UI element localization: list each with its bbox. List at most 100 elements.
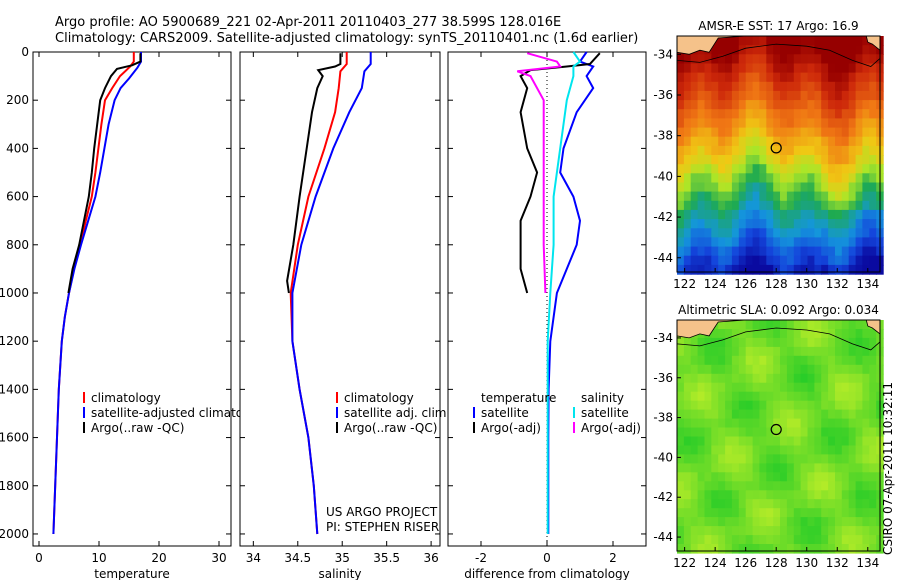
map-cell bbox=[835, 481, 843, 491]
x-tick-label: 2 bbox=[609, 551, 617, 565]
map-cell bbox=[718, 373, 726, 384]
map-cell bbox=[814, 45, 822, 55]
x-tick-label: 126 bbox=[734, 277, 757, 291]
map-cell bbox=[862, 463, 870, 473]
map-cell bbox=[869, 337, 877, 348]
map-cell bbox=[759, 346, 767, 357]
map-cell bbox=[738, 329, 747, 339]
map-cell bbox=[697, 145, 706, 156]
map-cell bbox=[731, 155, 740, 165]
map-cell bbox=[835, 45, 843, 55]
map-cell bbox=[821, 346, 829, 357]
map-cell bbox=[814, 100, 822, 110]
map-cell bbox=[711, 182, 719, 193]
series-line-argo-raw-qc- bbox=[67, 53, 142, 294]
map-cell bbox=[759, 418, 767, 429]
map-cell bbox=[807, 472, 815, 482]
map-cell bbox=[835, 329, 843, 339]
map-cell bbox=[786, 329, 795, 339]
map-cell bbox=[725, 400, 733, 411]
map-cell bbox=[793, 255, 802, 266]
map-cell bbox=[780, 427, 788, 438]
map-cell bbox=[814, 136, 822, 147]
map-cell bbox=[855, 472, 864, 482]
map-cell bbox=[697, 427, 706, 438]
map-cell bbox=[862, 481, 870, 491]
map-cell bbox=[718, 127, 726, 138]
map-cell bbox=[821, 191, 829, 202]
map-cell bbox=[814, 481, 822, 491]
map-cell bbox=[731, 136, 740, 147]
map-cell bbox=[855, 155, 864, 165]
map-cell bbox=[869, 490, 877, 500]
map-cell bbox=[835, 136, 843, 147]
map-cell bbox=[704, 445, 712, 456]
map-cell bbox=[786, 127, 795, 138]
map-cell bbox=[821, 329, 829, 339]
map-cell bbox=[677, 136, 685, 147]
map-cell bbox=[793, 400, 802, 411]
map-cell bbox=[848, 454, 857, 464]
map-cell bbox=[704, 463, 712, 473]
map-cell bbox=[828, 191, 836, 202]
map-cell bbox=[800, 36, 809, 46]
map-cell bbox=[800, 100, 809, 110]
map-cell bbox=[738, 237, 747, 248]
map-cell bbox=[773, 508, 781, 518]
map-cell bbox=[807, 535, 815, 545]
map-cell bbox=[759, 145, 767, 156]
map-cell bbox=[821, 155, 829, 165]
map-cell bbox=[718, 228, 726, 239]
map-cell bbox=[848, 228, 857, 239]
map-cell bbox=[821, 499, 829, 509]
map-cell bbox=[683, 445, 692, 456]
map-cell bbox=[690, 418, 699, 429]
map-cell bbox=[731, 400, 740, 411]
map-cell bbox=[766, 427, 774, 438]
map-cell bbox=[848, 535, 857, 545]
map-cell bbox=[725, 191, 733, 202]
map-cell bbox=[821, 373, 829, 384]
map-cell bbox=[835, 164, 843, 174]
map-cell bbox=[677, 173, 685, 184]
map-cell bbox=[752, 463, 761, 473]
map-cell bbox=[828, 136, 836, 147]
map-cell bbox=[869, 264, 877, 275]
map-cell bbox=[848, 255, 857, 266]
map-cell bbox=[835, 346, 843, 357]
map-cell bbox=[848, 472, 857, 482]
map-cell bbox=[690, 517, 699, 527]
map-cell bbox=[835, 145, 843, 156]
map-cell bbox=[697, 246, 706, 257]
map-cell bbox=[869, 418, 877, 429]
map-cell bbox=[718, 209, 726, 220]
map-cell bbox=[738, 81, 747, 92]
map-cell bbox=[780, 472, 788, 482]
map-cell bbox=[807, 320, 815, 330]
map-cell bbox=[793, 346, 802, 357]
map-cell bbox=[800, 481, 809, 491]
map-cell bbox=[697, 255, 706, 266]
map-cell bbox=[814, 526, 822, 536]
map-cell bbox=[814, 200, 822, 211]
map-cell bbox=[677, 337, 685, 348]
map-cell bbox=[677, 355, 685, 366]
map-cell bbox=[745, 499, 754, 509]
map-cell bbox=[862, 264, 870, 275]
map-cell bbox=[759, 409, 767, 420]
map-cell bbox=[704, 100, 712, 110]
map-cell bbox=[759, 490, 767, 500]
map-cell bbox=[855, 145, 864, 156]
map-cell bbox=[731, 164, 740, 174]
map-cell bbox=[677, 54, 685, 65]
map-cell bbox=[793, 535, 802, 545]
map-cell bbox=[718, 517, 726, 527]
map-cell bbox=[773, 155, 781, 165]
map-cell bbox=[841, 173, 850, 184]
map-cell bbox=[800, 145, 809, 156]
map-cell bbox=[711, 72, 719, 83]
map-cell bbox=[773, 490, 781, 500]
map-cell bbox=[718, 72, 726, 83]
map-cell bbox=[697, 409, 706, 420]
map-cell bbox=[711, 454, 719, 464]
